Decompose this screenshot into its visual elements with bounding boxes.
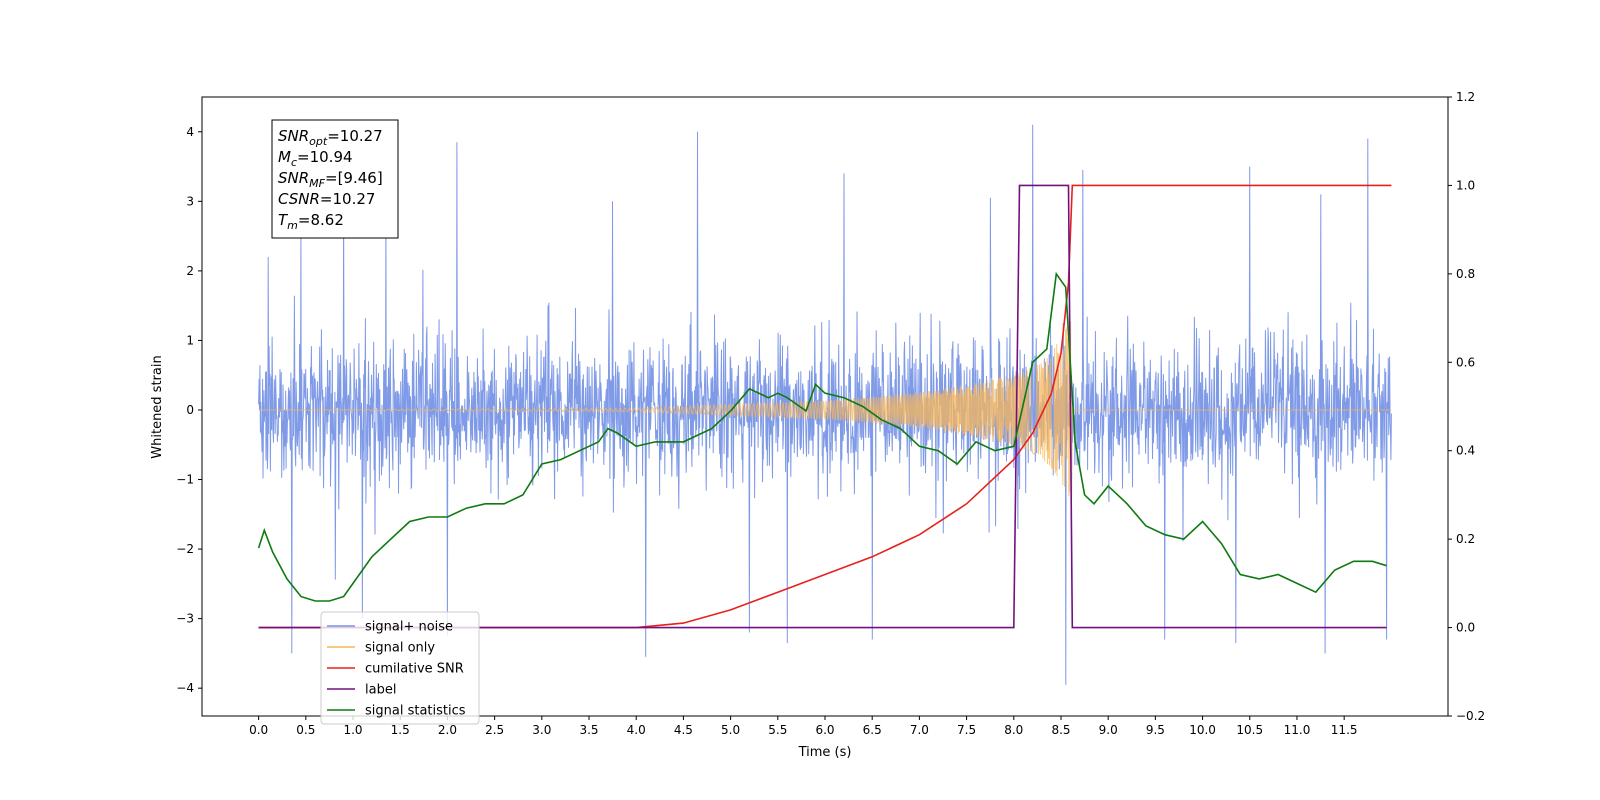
y-axis-label: Whitened strain bbox=[150, 355, 165, 458]
legend: signal+ noise signal only cumilative SNR la… bbox=[320, 611, 480, 725]
x-tick-label: 7.0 bbox=[910, 723, 929, 737]
series-signal-statistics-line bbox=[257, 271, 1387, 602]
stats-subscript: c bbox=[291, 156, 297, 169]
x-tick-label: 6.0 bbox=[815, 723, 834, 737]
y2-tick-label: 0.4 bbox=[1456, 444, 1475, 458]
legend-frame bbox=[320, 611, 480, 725]
legend-label: signal statistics bbox=[365, 704, 466, 719]
y2-tick-label: 0.2 bbox=[1456, 532, 1475, 546]
x-tick-label: 4.5 bbox=[674, 723, 693, 737]
stats-value: =[9.46] bbox=[325, 169, 383, 187]
series-label bbox=[258, 184, 1387, 629]
x-tick-label: 5.5 bbox=[768, 723, 787, 737]
y2-tick-label: −0.2 bbox=[1456, 709, 1485, 723]
stats-value: =8.62 bbox=[298, 211, 344, 229]
x-axis-label: Time (s) bbox=[798, 745, 852, 760]
x-tick-label: 11.0 bbox=[1284, 723, 1311, 737]
y-tick-label: −1 bbox=[176, 473, 194, 487]
stats-symbol: T bbox=[278, 211, 289, 229]
x-tick-label: 7.5 bbox=[957, 723, 976, 737]
legend-item: label bbox=[327, 683, 396, 698]
legend-label: label bbox=[365, 683, 396, 698]
series-cumulative-snr bbox=[258, 184, 1392, 629]
y-tick-label: 1 bbox=[186, 333, 194, 347]
x-tick-label: 1.0 bbox=[343, 723, 362, 737]
series-signal-statistics bbox=[257, 271, 1387, 602]
x-tick-label: 9.0 bbox=[1099, 723, 1118, 737]
stats-value: =10.27 bbox=[327, 127, 383, 145]
stats-box-frame bbox=[271, 119, 399, 239]
stats-line: SNRopt=10.27 bbox=[278, 127, 383, 148]
x-tick-label: 1.5 bbox=[391, 723, 410, 737]
y-tick-label: −2 bbox=[176, 542, 194, 556]
series-signal-only bbox=[258, 321, 1392, 499]
legend-label: signal+ noise bbox=[365, 620, 453, 635]
legend-item: signal only bbox=[327, 641, 435, 656]
y-tick-label: −4 bbox=[176, 681, 194, 695]
x-tick-label: 2.0 bbox=[438, 723, 457, 737]
x-tick-label: 9.5 bbox=[1146, 723, 1165, 737]
stats-subscript: MF bbox=[309, 177, 325, 190]
stats-subscript: m bbox=[287, 219, 298, 232]
y-tick-label: 4 bbox=[186, 125, 194, 139]
y-tick-label: 3 bbox=[186, 194, 194, 208]
y2-tick-label: 0.6 bbox=[1456, 355, 1475, 369]
stats-line: Mc=10.94 bbox=[278, 148, 353, 169]
stats-line: Tm=8.62 bbox=[278, 211, 344, 232]
stats-symbol: CSNR bbox=[278, 190, 320, 208]
stats-line: CSNR=10.27 bbox=[278, 190, 375, 208]
x-tick-label: 11.5 bbox=[1331, 723, 1358, 737]
legend-item: signal statistics bbox=[327, 704, 466, 719]
x-tick-label: 3.0 bbox=[532, 723, 551, 737]
y2-tick-label: 1.2 bbox=[1456, 90, 1475, 104]
stats-symbol: SNR bbox=[278, 127, 309, 145]
legend-item: signal+ noise bbox=[327, 620, 453, 635]
x-tick-label: 3.5 bbox=[579, 723, 598, 737]
series-cumulative-snr-line bbox=[258, 184, 1392, 629]
series-layer bbox=[257, 124, 1392, 685]
legend-label: signal only bbox=[365, 641, 435, 656]
x-tick-label: 0.0 bbox=[249, 723, 268, 737]
legend-item: cumilative SNR bbox=[327, 662, 464, 677]
x-tick-label: 8.5 bbox=[1051, 723, 1070, 737]
x-tick-label: 10.5 bbox=[1236, 723, 1263, 737]
series-label-line bbox=[258, 184, 1387, 629]
stats-line: SNRMF=[9.46] bbox=[278, 169, 383, 190]
axes-layer: 0.0 0.5 1.0 1.5 2.0 2.5 3.0 3.5 4.0 4.5 5.0 5.5 6.0 6… bbox=[176, 90, 1485, 737]
y2-tick-label: 0.8 bbox=[1456, 267, 1475, 281]
y2-tick-label: 1.0 bbox=[1456, 178, 1475, 192]
y-tick-label: 0 bbox=[186, 403, 194, 417]
x-tick-label: 2.5 bbox=[485, 723, 504, 737]
series-signal-plus-noise bbox=[258, 124, 1392, 685]
stats-symbol: SNR bbox=[278, 169, 309, 187]
x-tick-label: 4.0 bbox=[627, 723, 646, 737]
x-tick-label: 0.5 bbox=[296, 723, 315, 737]
legend-label: cumilative SNR bbox=[365, 662, 464, 677]
x-tick-label: 8.0 bbox=[1004, 723, 1023, 737]
y-tick-label: 2 bbox=[186, 264, 194, 278]
stats-subscript: opt bbox=[309, 135, 328, 148]
y-tick-label: −3 bbox=[176, 612, 194, 626]
x-tick-label: 10.0 bbox=[1189, 723, 1216, 737]
stats-value: =10.27 bbox=[320, 190, 376, 208]
stats-value: =10.94 bbox=[297, 148, 353, 166]
x-tick-label: 6.5 bbox=[863, 723, 882, 737]
stats-symbol: M bbox=[278, 148, 291, 166]
y2-tick-label: 0.0 bbox=[1456, 621, 1475, 635]
x-tick-label: 5.0 bbox=[721, 723, 740, 737]
stats-annotation-box: SNRopt=10.27Mc=10.94SNRMF=[9.46]CSNR=10.… bbox=[271, 119, 399, 239]
